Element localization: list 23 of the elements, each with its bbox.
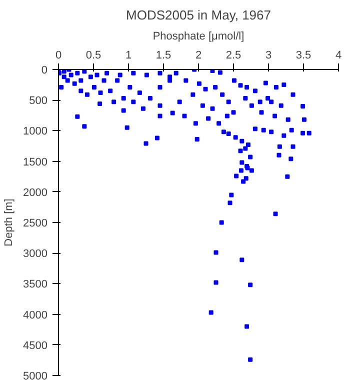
x-tick-label: 3 (265, 50, 272, 62)
y-tick-label: 4500 (23, 340, 48, 352)
y-tick-label: 500 (29, 95, 48, 108)
y-tick-label: 2000 (23, 186, 48, 199)
y-tick-label: 3000 (23, 248, 48, 260)
x-tick-label: 1 (125, 50, 132, 62)
x-axis-title: Phosphate [μmol/l] (152, 30, 244, 42)
chart-title: MODS2005 in May, 1967 (126, 8, 271, 22)
y-tick-label: 5000 (23, 370, 48, 382)
y-tick-label: 1500 (23, 156, 48, 168)
x-tick-label: 2 (195, 50, 202, 62)
y-tick-label: 1000 (23, 126, 48, 138)
x-tick-label: 4 (335, 50, 342, 62)
x-tick-label: 2.5 (226, 50, 242, 62)
y-tick-label: 4000 (23, 309, 48, 322)
y-tick-label: 0 (41, 64, 48, 76)
x-tick-label: 3.5 (296, 50, 312, 62)
x-tick-label: 0.5 (86, 50, 102, 62)
x-tick-label: 0 (55, 50, 62, 62)
y-axis-title: Depth [m] (3, 198, 16, 246)
y-tick-label: 2500 (23, 218, 48, 230)
x-tick-label: 1.5 (156, 50, 172, 62)
y-tick-label: 3500 (23, 278, 48, 291)
